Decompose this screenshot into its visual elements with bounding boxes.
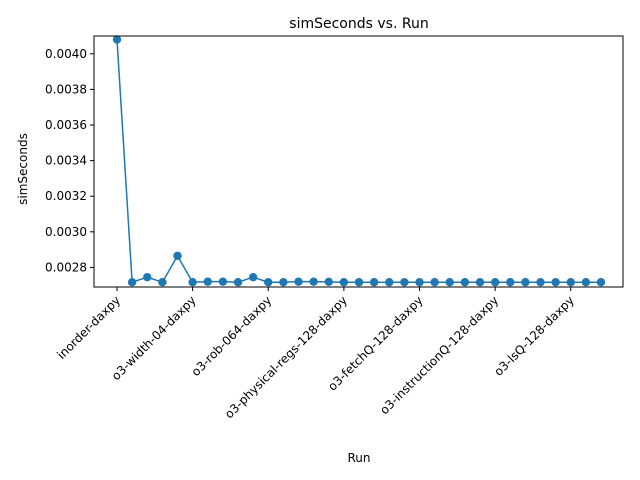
- data-point: [188, 277, 197, 287]
- y-tick-label: 0.0030: [45, 225, 87, 239]
- data-point: [385, 277, 394, 287]
- data-point: [430, 277, 439, 287]
- data-point: [248, 273, 258, 282]
- chart-title: simSeconds vs. Run: [289, 16, 428, 32]
- x-axis: inorder-daxpyo3-width-04-daxpyo3-rob-064…: [54, 287, 577, 421]
- data-point: [264, 277, 273, 287]
- y-tick-label: 0.0040: [45, 47, 87, 61]
- data-point: [415, 277, 424, 287]
- plot-frame: [93, 35, 624, 288]
- data-point: [369, 277, 379, 287]
- data-point: [506, 277, 515, 287]
- data-point: [203, 277, 212, 286]
- data-point: [233, 277, 243, 287]
- data-point: [339, 277, 349, 287]
- data-point: [173, 251, 182, 261]
- data-point: [324, 277, 333, 287]
- data-point: [521, 277, 530, 287]
- data-point: [490, 277, 500, 287]
- x-tick-label: o3-physical-regs-128-daxpy: [222, 293, 350, 421]
- y-tick-label: 0.0038: [45, 82, 87, 96]
- y-tick-label: 0.0036: [45, 118, 87, 132]
- data-point: [279, 277, 288, 287]
- y-tick-label: 0.0028: [45, 260, 87, 274]
- y-tick-label: 0.0032: [45, 189, 87, 203]
- data-point: [596, 277, 606, 287]
- y-tick-label: 0.0034: [45, 154, 87, 168]
- x-tick-label: o3-width-04-daxpy: [109, 293, 199, 383]
- plot-area: [112, 35, 606, 287]
- data-point: [218, 277, 228, 286]
- y-axis: 0.0028 0.0030 0.0032 0.0034 0.0036 0.0038 0.00…: [45, 47, 94, 274]
- data-point: [127, 277, 137, 287]
- data-point: [581, 277, 591, 287]
- data-point: [143, 273, 152, 282]
- data-point: [551, 277, 560, 287]
- data-point: [536, 277, 545, 287]
- data-point: [400, 277, 409, 287]
- data-point: [354, 277, 364, 287]
- data-point: [460, 277, 470, 287]
- x-tick-label: o3-rob-064-daxpy: [189, 293, 275, 379]
- x-tick-label: inorder-daxpy: [54, 293, 123, 362]
- data-point: [445, 277, 454, 287]
- y-axis-label: simSeconds: [16, 133, 30, 205]
- data-point: [294, 277, 303, 286]
- series-line: [116, 39, 601, 284]
- data-point: [158, 277, 167, 287]
- data-point: [566, 277, 575, 287]
- data-point: [475, 277, 485, 287]
- data-point: [309, 277, 318, 286]
- x-tick-label: o3-lsQ-128-daxpy: [491, 293, 577, 379]
- data-point: [112, 35, 122, 44]
- x-axis-label: Run: [347, 451, 370, 465]
